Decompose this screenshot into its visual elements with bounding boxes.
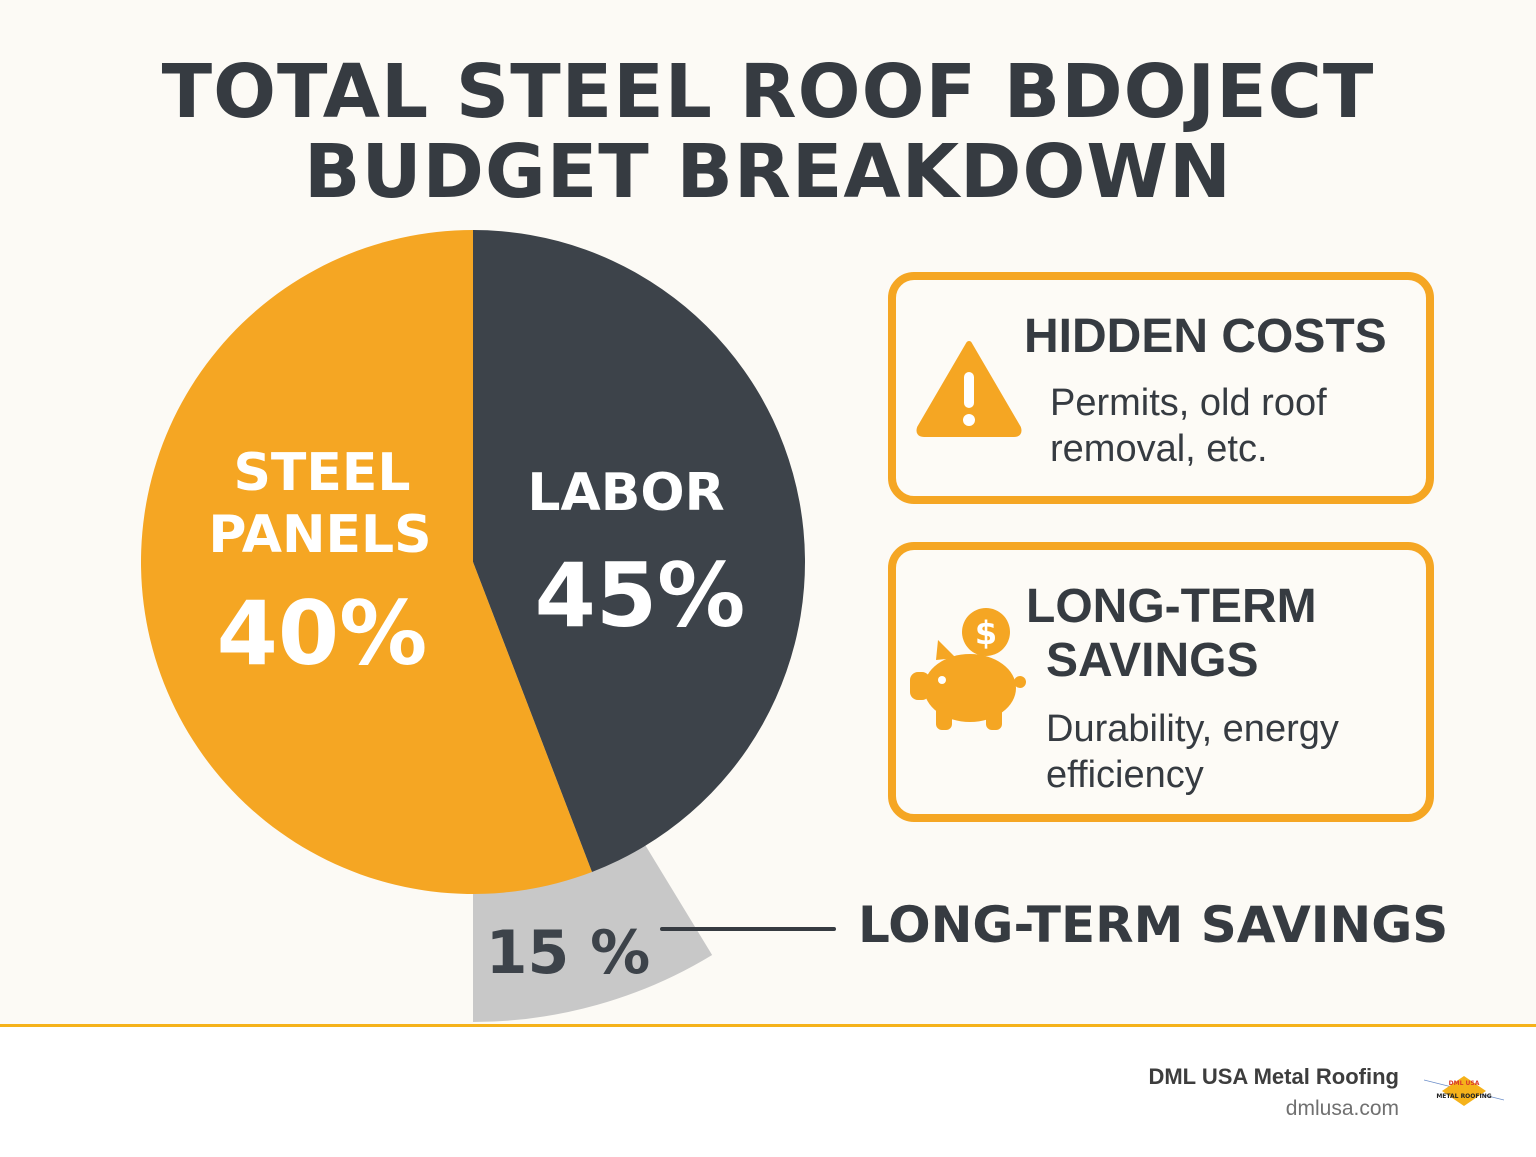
card-title: HIDDEN COSTS [1024, 310, 1387, 363]
svg-text:METAL ROOFING: METAL ROOFING [1436, 1093, 1491, 1100]
title-line-1: TOTAL STEEL ROOF BDOJECT [161, 49, 1375, 135]
slice-value-labor: 45% [535, 544, 746, 647]
company-logo: DML USA METAL ROOFING [1424, 1076, 1504, 1106]
footer [0, 1024, 1536, 1157]
pie-slice-labor [473, 230, 805, 872]
pie-slice-steel-panels [141, 230, 592, 895]
slice-label-steel-1: STEEL [233, 443, 410, 503]
callout-label: LONG-TERM SAVINGS [858, 896, 1449, 954]
long-term-savings-card: $ LONG-TERM SAVINGS Durability, energy e… [888, 542, 1434, 822]
pie-chart: STEEL PANELS 40% LABOR 45% 15 % [141, 230, 805, 1022]
svg-text:$: $ [975, 614, 997, 652]
card-title-2: SAVINGS [1046, 634, 1259, 687]
slice-value-steel: 40% [217, 582, 428, 685]
brand-name: DML USA Metal Roofing [1148, 1064, 1399, 1089]
svg-text:DML USA: DML USA [1449, 1080, 1480, 1087]
callout-leader-line [660, 927, 836, 931]
card-text-2: removal, etc. [1050, 428, 1268, 470]
card-text-2: efficiency [1046, 754, 1204, 796]
card-text-1: Permits, old roof [1050, 382, 1327, 424]
page-title: TOTAL STEEL ROOF BDOJECT BUDGET BREAKDOW… [0, 52, 1536, 212]
slice-value-savings: 15 % [486, 918, 651, 988]
card-text-1: Durability, energy [1046, 708, 1339, 750]
site-link[interactable]: dmlusa.com [1285, 1097, 1399, 1120]
card-title-1: LONG-TERM [1026, 580, 1317, 633]
slice-label-labor: LABOR [527, 463, 724, 523]
piggy-bank-icon: $ [910, 608, 1026, 730]
warning-icon [916, 341, 1022, 437]
slice-label-steel-2: PANELS [208, 505, 431, 565]
hidden-costs-card: HIDDEN COSTS Permits, old roof removal, … [888, 272, 1434, 504]
title-line-2: BUDGET BREAKDOWN [304, 129, 1232, 215]
